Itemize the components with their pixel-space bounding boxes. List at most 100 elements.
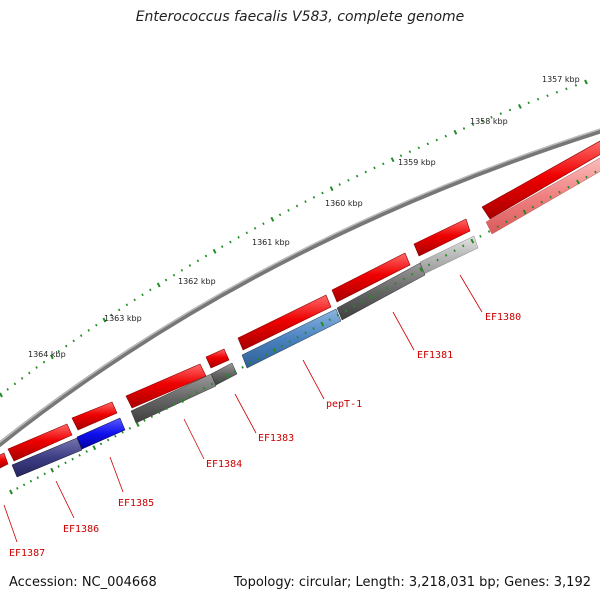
outer-scale-tick [42, 360, 46, 364]
inner-scale-tick [92, 445, 97, 451]
gene-label-EF1384[interactable]: EF1384 [206, 459, 242, 470]
outer-scale-tick [110, 313, 113, 317]
scale-label-1362: 1362 kbp [178, 277, 216, 286]
gene-label-EF1387[interactable]: EF1387 [9, 548, 45, 559]
forward-gene-EF1385[interactable] [71, 401, 118, 431]
outer-scale-tick [435, 138, 439, 142]
inner-scale-tick [43, 472, 46, 476]
scale-label-1364: 1364 kbp [28, 350, 66, 359]
inner-scale-tick [225, 373, 230, 379]
outer-scale-tick [164, 278, 168, 282]
inner-scale-tick [150, 415, 154, 418]
forward-gene-EF1384-small[interactable] [205, 348, 230, 369]
outer-scale-tick [125, 303, 129, 307]
inner-scale-tick [377, 291, 381, 294]
inner-scale-tick [385, 286, 389, 290]
outer-scale-tick [462, 127, 466, 130]
outer-scale-tick [481, 119, 484, 123]
outer-scale-tick [373, 166, 376, 170]
inner-scale-tick [128, 427, 132, 430]
inner-scale-tick [531, 205, 535, 209]
forward-gene-EF1381[interactable] [413, 218, 471, 257]
inner-scale-tick [505, 220, 508, 224]
gene-bar-EF1381[interactable] [336, 262, 426, 321]
gene-callouts [3, 274, 483, 543]
outer-scale-tick [229, 240, 232, 244]
gene-bar-pepT-1[interactable] [241, 308, 342, 369]
gene-bar-EF1386[interactable] [11, 437, 83, 478]
scale-label-1360: 1360 kbp [325, 199, 363, 208]
callout-EF1383 [234, 393, 257, 434]
inner-scale-tick [114, 434, 117, 438]
outer-scale-tick [50, 354, 54, 360]
inner-scale-tick [320, 321, 325, 327]
outer-scale-tick [527, 101, 530, 105]
outer-scale-tick [87, 329, 90, 332]
outer-scale-tick [196, 259, 200, 263]
callout-EF1384 [183, 418, 205, 460]
outer-scale-tick [287, 209, 290, 212]
outer-scale-tick [20, 377, 24, 380]
inner-scale-tick [514, 215, 517, 219]
outer-scale-tick [321, 191, 324, 195]
forward-gene-EF1384[interactable] [125, 363, 207, 409]
inner-scale-tick [233, 370, 237, 373]
gene-label-pepT-1[interactable]: pepT-1 [326, 399, 362, 410]
inner-scale-tick [304, 331, 307, 335]
outer-scale-tick [72, 339, 75, 343]
gene-label-EF1385[interactable]: EF1385 [118, 498, 154, 509]
outer-scale-tick [508, 108, 512, 112]
inner-scale-tick [22, 483, 26, 487]
forward-gene-pepT-1[interactable] [331, 252, 411, 303]
gene-bar-EF1380[interactable] [485, 157, 600, 235]
forward-gene-EF1387[interactable] [0, 452, 9, 469]
gene-label-EF1380[interactable]: EF1380 [485, 312, 521, 323]
inner-scale-tick [172, 403, 176, 406]
outer-scale-tick [156, 282, 161, 288]
outer-scale-tick [490, 115, 493, 119]
gene-bar-EF1383[interactable] [210, 362, 238, 386]
inner-scale-tick [187, 395, 191, 398]
gene-bar-EF1384[interactable] [130, 373, 217, 424]
gene-label-EF1386[interactable]: EF1386 [63, 524, 99, 535]
outer-scale-tick [102, 317, 107, 323]
gene-label-EF1383[interactable]: EF1383 [258, 433, 294, 444]
inner-scale-tick [522, 209, 527, 215]
outer-scale-tick [536, 97, 540, 101]
gene-bar-EF1385[interactable] [76, 417, 126, 450]
outer-scale-tick [312, 195, 316, 199]
inner-scale-tick [312, 327, 315, 330]
outer-scale-tick [79, 334, 83, 337]
outer-scale-tick [278, 213, 282, 217]
outer-scale-tick [0, 392, 3, 398]
inner-scale-tick [36, 476, 40, 479]
outer-scale-tick [262, 222, 265, 226]
outer-scale-tick [295, 204, 299, 208]
inner-scale-tick [479, 234, 482, 238]
outer-scale-tick [364, 170, 368, 174]
inner-scale-tick [549, 195, 552, 199]
inner-scale-tick [352, 304, 356, 308]
scale-label-1363: 1363 kbp [104, 314, 142, 323]
inner-scale-tick [16, 487, 19, 490]
forward-gene-EF1383[interactable] [237, 294, 332, 351]
callout-pepT-1 [302, 359, 325, 400]
outer-scale-tick [95, 323, 98, 327]
outer-scale-tick [304, 200, 307, 203]
inner-scale-tick [444, 254, 448, 257]
outer-scale-tick [133, 298, 136, 302]
scale-labels: 1357 kbp 1358 kbp 1359 kbp 1360 kbp 1361… [28, 75, 580, 359]
outer-scale-tick [390, 157, 395, 163]
outer-scale-tick [408, 150, 412, 154]
forward-gene-EF1380-region[interactable] [481, 140, 600, 220]
scale-ticks-outer [0, 79, 588, 398]
gene-label-EF1381[interactable]: EF1381 [417, 350, 453, 361]
inner-scale-tick [453, 249, 456, 253]
inner-scale-tick [202, 386, 206, 390]
outer-scale-tick [117, 308, 121, 312]
inner-scale-tick [29, 479, 33, 483]
forward-gene-EF1386[interactable] [7, 423, 73, 462]
callout-EF1380 [459, 274, 483, 313]
inner-scale-tick [410, 272, 414, 276]
outer-scale-tick [518, 103, 522, 109]
